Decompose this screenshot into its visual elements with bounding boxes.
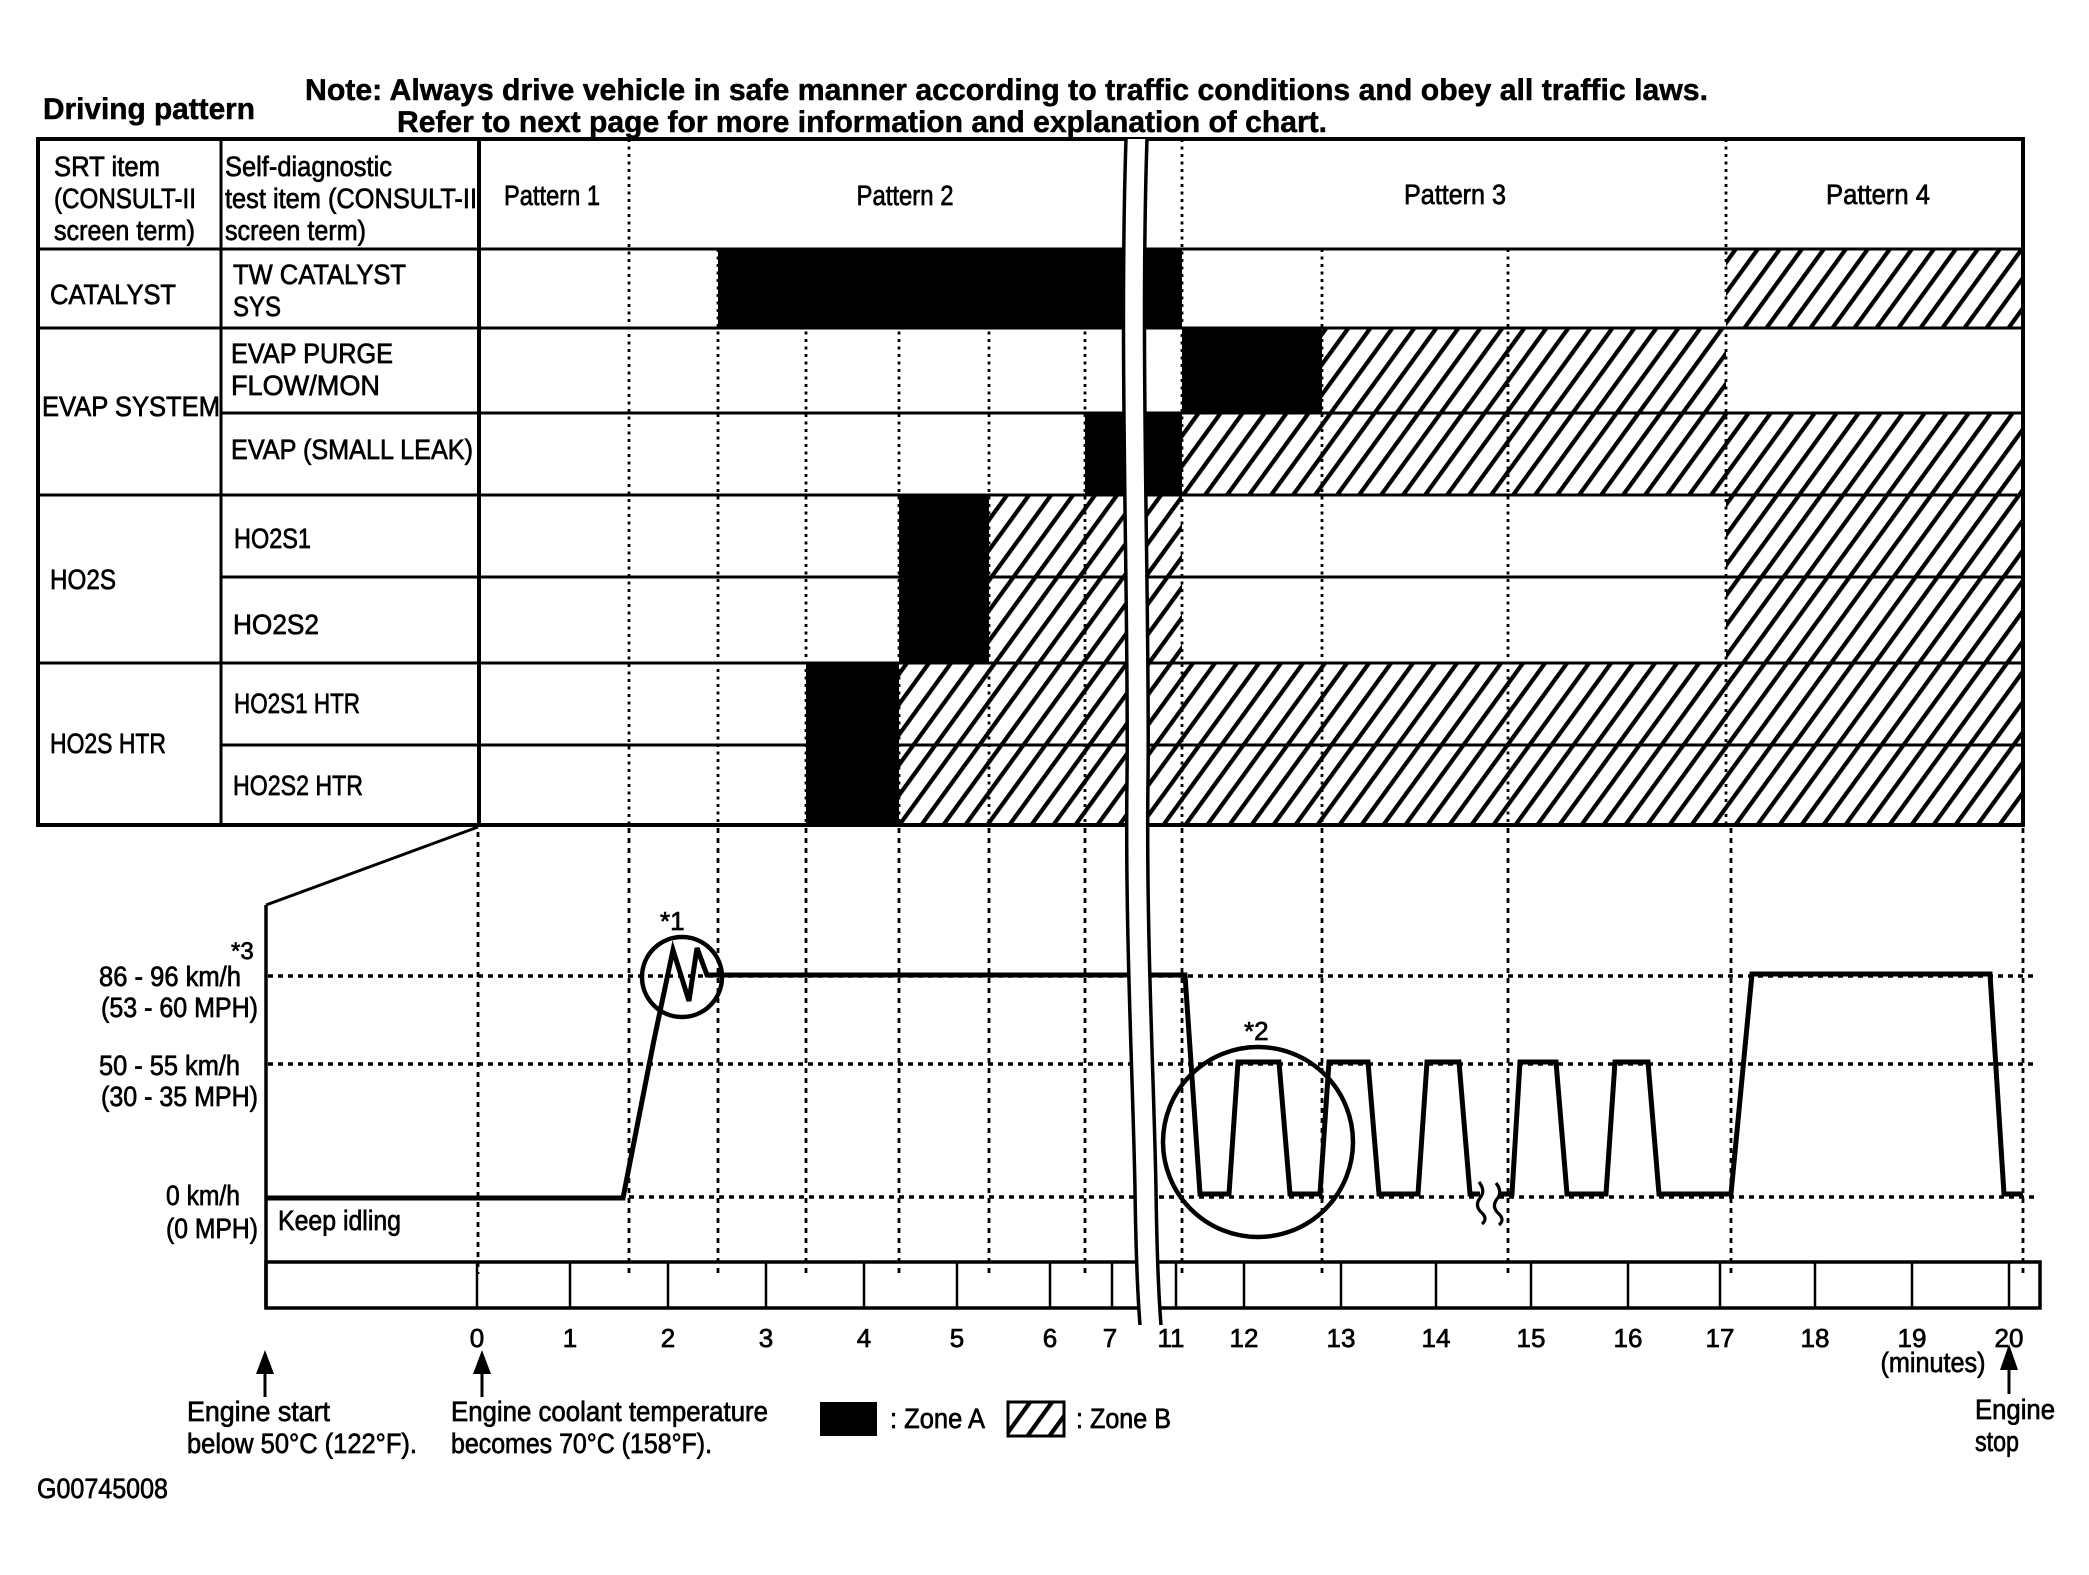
svg-text:: Zone A: : Zone A (890, 1403, 985, 1434)
svg-text:screen term): screen term) (225, 215, 366, 246)
svg-text:50 - 55 km/h: 50 - 55 km/h (99, 1050, 240, 1081)
svg-text:G00745008: G00745008 (37, 1473, 168, 1504)
svg-text:(0 MPH): (0 MPH) (166, 1213, 258, 1244)
svg-text:16: 16 (1614, 1323, 1643, 1353)
svg-text:7: 7 (1103, 1323, 1117, 1353)
svg-text:Driving pattern: Driving pattern (43, 93, 255, 126)
svg-text:*1: *1 (660, 906, 685, 936)
svg-text:Note: Always drive vehicle in: Note: Always drive vehicle in safe manne… (305, 74, 1708, 107)
svg-text:4: 4 (857, 1323, 871, 1353)
svg-text:1: 1 (563, 1323, 577, 1353)
svg-text:Keep idling: Keep idling (278, 1205, 401, 1236)
svg-text:(53 - 60 MPH): (53 - 60 MPH) (101, 992, 258, 1023)
svg-text:HO2S HTR: HO2S HTR (50, 728, 166, 759)
svg-text:13: 13 (1327, 1323, 1356, 1353)
svg-text:Engine coolant temperature: Engine coolant temperature (451, 1396, 768, 1427)
svg-text:TW CATALYST: TW CATALYST (233, 259, 406, 290)
svg-text:11: 11 (1158, 1323, 1185, 1353)
svg-text:5: 5 (950, 1323, 964, 1353)
svg-text:2: 2 (661, 1323, 675, 1353)
svg-text:(CONSULT-II: (CONSULT-II (54, 183, 196, 214)
svg-text:EVAP PURGE: EVAP PURGE (231, 338, 393, 369)
svg-text:becomes 70°C (158°F).: becomes 70°C (158°F). (451, 1428, 712, 1459)
svg-text:*3: *3 (231, 938, 254, 965)
svg-text:Self-diagnostic: Self-diagnostic (225, 151, 392, 182)
svg-text:17: 17 (1706, 1323, 1735, 1353)
svg-text:: Zone B: : Zone B (1076, 1403, 1171, 1434)
svg-text:Engine start: Engine start (187, 1396, 330, 1427)
svg-text:CATALYST: CATALYST (50, 279, 176, 310)
svg-text:86 - 96 km/h: 86 - 96 km/h (99, 961, 241, 992)
svg-text:Refer to next page for more in: Refer to next page for more information … (397, 106, 1327, 139)
svg-text:Engine: Engine (1975, 1394, 2055, 1425)
svg-text:0: 0 (470, 1323, 484, 1353)
svg-text:Pattern 4: Pattern 4 (1826, 179, 1930, 210)
svg-text:(30 - 35 MPH): (30 - 35 MPH) (101, 1081, 258, 1112)
svg-text:HO2S1 HTR: HO2S1 HTR (234, 688, 360, 719)
svg-text:FLOW/MON: FLOW/MON (231, 370, 380, 401)
svg-text:screen term): screen term) (54, 215, 195, 246)
svg-text:(minutes): (minutes) (1881, 1347, 1986, 1378)
svg-text:Pattern 3: Pattern 3 (1404, 179, 1506, 210)
svg-text:Pattern 1: Pattern 1 (504, 180, 600, 211)
svg-text:18: 18 (1801, 1323, 1830, 1353)
svg-text:6: 6 (1043, 1323, 1057, 1353)
svg-text:14: 14 (1422, 1323, 1451, 1353)
svg-text:3: 3 (759, 1323, 773, 1353)
svg-text:below 50°C (122°F).: below 50°C (122°F). (187, 1428, 417, 1459)
svg-text:0 km/h: 0 km/h (166, 1180, 240, 1211)
svg-text:EVAP (SMALL LEAK): EVAP (SMALL LEAK) (231, 434, 473, 465)
svg-text:SRT item: SRT item (54, 151, 160, 182)
svg-text:HO2S2 HTR: HO2S2 HTR (233, 770, 363, 801)
svg-text:test item (CONSULT-II: test item (CONSULT-II (225, 183, 477, 214)
svg-text:15: 15 (1517, 1323, 1546, 1353)
svg-text:*2: *2 (1244, 1016, 1269, 1046)
svg-text:12: 12 (1230, 1323, 1259, 1353)
svg-text:HO2S: HO2S (50, 564, 116, 595)
svg-text:stop: stop (1975, 1426, 2019, 1457)
svg-text:19: 19 (1898, 1323, 1927, 1353)
svg-text:EVAP SYSTEM: EVAP SYSTEM (42, 391, 220, 422)
svg-text:HO2S2: HO2S2 (233, 609, 319, 640)
svg-text:Pattern 2: Pattern 2 (857, 180, 954, 211)
svg-text:HO2S1: HO2S1 (234, 523, 311, 554)
svg-text:SYS: SYS (233, 291, 281, 322)
